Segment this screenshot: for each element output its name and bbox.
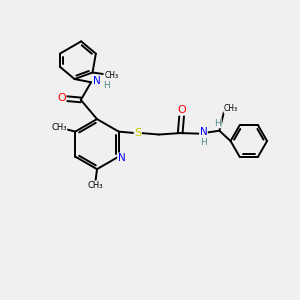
Text: N: N: [200, 127, 207, 137]
Text: CH₃: CH₃: [105, 71, 119, 80]
Text: CH₃: CH₃: [51, 123, 67, 132]
Text: H: H: [103, 81, 110, 90]
Text: S: S: [134, 128, 141, 138]
Text: H: H: [200, 138, 207, 147]
Text: CH₃: CH₃: [88, 181, 103, 190]
Text: CH₃: CH₃: [224, 104, 238, 113]
Text: N: N: [92, 76, 100, 86]
Text: H: H: [214, 119, 221, 128]
Text: O: O: [57, 94, 66, 103]
Text: N: N: [118, 153, 125, 163]
Text: O: O: [177, 105, 186, 115]
